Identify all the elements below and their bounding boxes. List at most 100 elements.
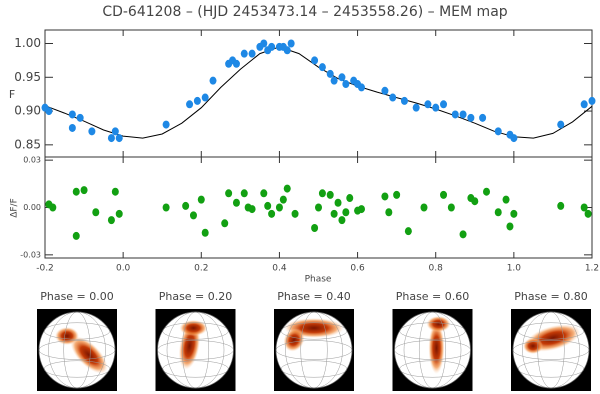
data-point <box>232 59 240 68</box>
data-point <box>240 49 248 58</box>
model-line <box>44 46 593 139</box>
data-point <box>162 203 170 212</box>
data-point <box>451 110 459 119</box>
data-point <box>115 209 123 218</box>
data-point <box>447 203 455 212</box>
x-tick-label: 0.0 <box>116 264 131 274</box>
data-point <box>68 110 76 119</box>
map-outline <box>275 311 353 389</box>
data-point <box>111 127 119 136</box>
data-point <box>400 96 408 105</box>
map-spot <box>55 327 79 345</box>
x-tick-label: 1.2 <box>585 264 599 274</box>
data-point <box>283 46 291 55</box>
data-point <box>432 103 440 112</box>
map-spot <box>70 336 108 374</box>
map-image <box>392 309 473 391</box>
data-point <box>248 49 256 58</box>
chart-title: CD-641208 – (HJD 2453473.14 – 2453558.26… <box>102 4 507 20</box>
y-tick-label: 0.95 <box>14 70 41 84</box>
data-point <box>580 203 588 212</box>
data-point <box>580 100 588 109</box>
data-point <box>389 93 397 102</box>
data-point <box>189 211 197 220</box>
data-point <box>49 203 57 212</box>
data-point <box>346 194 354 203</box>
data-point <box>588 96 596 105</box>
data-point <box>260 189 268 198</box>
data-point <box>326 190 334 199</box>
data-point <box>193 96 201 105</box>
data-point <box>424 100 432 109</box>
map-image <box>274 309 354 391</box>
y-tick-label: 0.03 <box>23 156 41 165</box>
data-point <box>88 127 96 136</box>
data-point <box>76 113 84 122</box>
x-tick-label: 0.6 <box>350 264 365 274</box>
data-point <box>440 100 448 109</box>
data-point <box>502 195 510 204</box>
map-outline <box>512 311 590 389</box>
data-point <box>557 120 565 129</box>
y-tick-label: 1.00 <box>14 36 41 50</box>
data-point <box>279 195 287 204</box>
data-point <box>197 195 205 204</box>
data-point <box>393 190 401 199</box>
map-image <box>511 309 591 391</box>
data-point <box>225 189 233 198</box>
x-tick-label: 1.0 <box>507 264 522 274</box>
map-spot <box>426 316 451 332</box>
data-point <box>248 205 256 214</box>
map-label: Phase = 0.20 <box>159 290 233 303</box>
data-point <box>315 203 322 212</box>
data-point <box>80 186 88 195</box>
data-point <box>182 201 190 210</box>
data-point <box>357 205 365 214</box>
data-point <box>412 103 420 112</box>
data-point <box>440 190 448 199</box>
data-point <box>221 219 229 228</box>
data-point <box>92 208 100 217</box>
data-point <box>115 134 123 143</box>
data-point <box>506 222 514 231</box>
data-point <box>107 134 115 143</box>
data-point <box>201 228 209 237</box>
y-tick-label: 0.90 <box>14 104 41 118</box>
data-point <box>584 209 592 218</box>
data-point <box>68 123 76 132</box>
data-point <box>420 203 428 212</box>
map-label: Phase = 0.40 <box>277 290 351 303</box>
data-point <box>330 209 338 218</box>
x-tick-label: -0.2 <box>36 264 54 274</box>
data-point <box>342 80 350 89</box>
data-point <box>287 39 295 48</box>
data-point <box>510 209 518 218</box>
x-tick-label: 0.8 <box>429 264 444 274</box>
y-tick-label: 0.85 <box>14 137 41 151</box>
data-point <box>334 198 342 207</box>
data-point <box>111 187 119 196</box>
data-point <box>72 231 80 240</box>
data-point <box>72 187 80 196</box>
data-point <box>201 93 209 102</box>
data-point <box>209 76 217 85</box>
data-point <box>467 113 475 122</box>
data-point <box>291 209 299 218</box>
y-tick-label: -0.03 <box>20 250 41 259</box>
data-point <box>162 120 170 129</box>
data-point <box>494 208 502 217</box>
data-point <box>275 203 283 212</box>
data-point <box>260 39 268 48</box>
x-tick-label: 0.4 <box>272 264 287 274</box>
data-point <box>494 127 502 136</box>
data-point <box>268 209 276 218</box>
data-point <box>283 184 291 193</box>
data-point <box>510 134 518 143</box>
data-point <box>318 63 326 72</box>
data-point <box>338 216 346 225</box>
map-spot <box>283 328 305 352</box>
data-point <box>268 42 276 51</box>
map-image <box>155 309 236 391</box>
data-point <box>330 76 338 85</box>
